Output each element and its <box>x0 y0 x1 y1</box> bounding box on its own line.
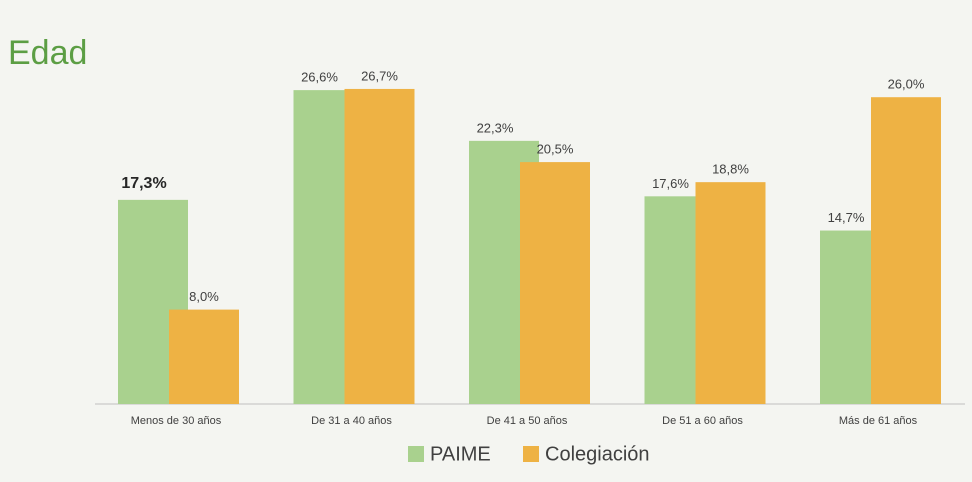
legend-label: PAIME <box>430 443 491 465</box>
bar <box>169 309 239 404</box>
x-tick-label: De 41 a 50 años <box>487 415 568 427</box>
bar <box>344 88 415 404</box>
bar <box>520 162 590 404</box>
x-tick-label: De 51 a 60 años <box>662 415 743 427</box>
legend-swatch <box>408 446 424 462</box>
x-tick-label: Más de 61 años <box>839 415 918 427</box>
legend-label: Colegiación <box>545 443 650 465</box>
value-label: 14,7% <box>828 210 865 225</box>
value-label: 20,5% <box>537 142 574 157</box>
value-label: 26,6% <box>301 70 338 85</box>
value-label: 8,0% <box>189 289 219 304</box>
value-label: 18,8% <box>712 162 749 177</box>
value-label: 17,6% <box>652 176 689 191</box>
value-label: 17,3% <box>121 175 166 192</box>
legend-swatch <box>523 446 539 462</box>
value-label: 22,3% <box>477 120 514 135</box>
x-tick-label: De 31 a 40 años <box>311 415 392 427</box>
bar <box>871 97 941 404</box>
chart-title: Edad <box>8 34 87 72</box>
x-tick-label: Menos de 30 años <box>131 415 222 427</box>
value-label: 26,7% <box>361 68 398 83</box>
bar <box>695 182 766 404</box>
value-label: 26,0% <box>888 77 925 92</box>
